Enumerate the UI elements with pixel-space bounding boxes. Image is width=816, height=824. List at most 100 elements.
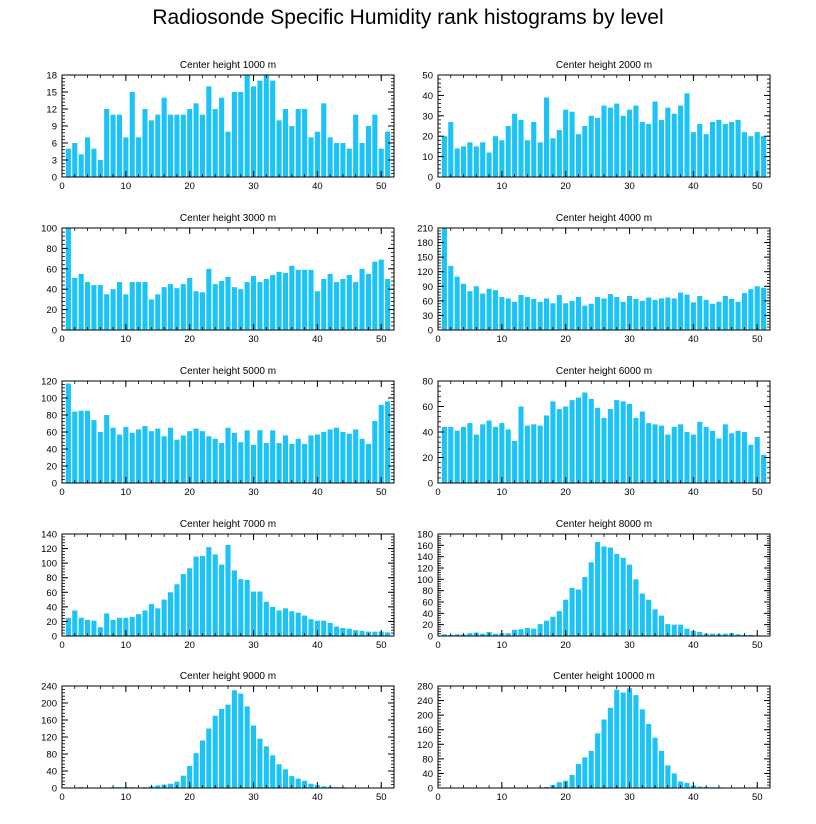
- histogram-bar: [518, 295, 524, 330]
- histogram-bar: [543, 786, 550, 788]
- y-tick-label: 100: [41, 394, 57, 405]
- histogram-bar: [97, 627, 103, 636]
- histogram-bar: [65, 228, 71, 330]
- histogram-bar: [65, 383, 71, 483]
- histogram-bar: [505, 298, 511, 330]
- histogram-bar: [505, 429, 511, 483]
- histogram-bar: [289, 265, 295, 330]
- y-tick-label: 0: [52, 173, 57, 184]
- histogram-bar: [193, 556, 199, 636]
- histogram-bar: [263, 746, 269, 788]
- histogram-bar: [65, 617, 71, 636]
- main-title: Radiosonde Specific Humidity rank histog…: [152, 6, 664, 29]
- histogram-bar: [72, 143, 78, 177]
- x-tick-label: 20: [560, 487, 571, 498]
- histogram-bar: [263, 75, 269, 177]
- x-tick-label: 40: [312, 334, 323, 345]
- histogram-bar: [302, 780, 308, 788]
- histogram-bar: [206, 436, 212, 483]
- histogram-bar: [282, 435, 289, 483]
- histogram-bar: [671, 426, 677, 483]
- x-tick-label: 30: [624, 792, 635, 803]
- histogram-bar: [136, 614, 142, 636]
- histogram-bar: [531, 298, 537, 330]
- y-tick-label: 100: [41, 224, 57, 235]
- histogram-bar: [187, 277, 193, 330]
- histogram-bar: [148, 603, 154, 636]
- histogram-bar: [671, 298, 677, 330]
- histogram-bar: [167, 284, 174, 330]
- histogram-bar: [123, 617, 129, 636]
- y-tick-label: 20: [46, 462, 57, 473]
- x-tick-label: 30: [248, 640, 259, 651]
- histogram-bar: [748, 136, 754, 177]
- histogram-bar: [270, 755, 276, 788]
- histogram-bar: [206, 268, 212, 330]
- y-tick-label: 100: [417, 575, 433, 586]
- y-tick-label: 10: [422, 152, 433, 163]
- histogram-bar: [543, 298, 550, 330]
- histogram-bar: [91, 420, 97, 483]
- x-tick-label: 30: [624, 334, 635, 345]
- histogram-bar: [257, 282, 263, 330]
- histogram-bar: [709, 303, 716, 330]
- y-tick-label: 80: [46, 244, 57, 255]
- x-tick-label: 10: [121, 487, 132, 498]
- histogram-bar: [537, 142, 543, 177]
- x-tick-label: 0: [435, 181, 440, 192]
- histogram-bar: [665, 765, 671, 788]
- histogram-bar: [460, 283, 467, 330]
- histogram-bar: [486, 420, 492, 483]
- histogram-bar: [244, 430, 250, 483]
- histogram-bar: [206, 86, 212, 177]
- panel-title: Center height 7000 m: [180, 519, 276, 530]
- histogram-bar: [161, 436, 167, 483]
- histogram-bar: [250, 444, 257, 483]
- histogram-bar: [678, 424, 684, 483]
- x-tick-label: 10: [497, 487, 508, 498]
- y-tick-label: 0: [52, 632, 57, 643]
- histogram-bar: [219, 564, 225, 636]
- histogram-bar: [333, 626, 340, 636]
- histogram-bar: [225, 544, 231, 636]
- x-tick-label: 0: [435, 792, 440, 803]
- histogram-bar: [620, 557, 626, 636]
- histogram-bar: [97, 432, 103, 483]
- histogram-bar: [333, 282, 340, 330]
- histogram-bar: [729, 298, 735, 330]
- chart-panel-2: Center height 3000 m 0 10 20 30 40 50 0 20 40 60 80…: [41, 213, 395, 345]
- histogram-bar: [174, 288, 180, 330]
- histogram-bar: [492, 633, 499, 636]
- histogram-bar: [690, 132, 696, 177]
- histogram-bar: [231, 92, 237, 177]
- histogram-bar: [614, 400, 620, 483]
- histogram-bar: [690, 302, 696, 330]
- y-tick-label: 60: [46, 428, 57, 439]
- histogram-bar: [385, 401, 391, 483]
- histogram-bar: [646, 599, 652, 636]
- y-tick-label: 60: [46, 588, 57, 599]
- histogram-bar: [741, 293, 748, 330]
- x-tick-label: 20: [184, 487, 195, 498]
- histogram-bar: [270, 274, 276, 330]
- histogram-bar: [321, 786, 327, 788]
- histogram-bar: [467, 633, 473, 636]
- histogram-bar: [91, 285, 97, 330]
- y-tick-label: 6: [52, 139, 57, 150]
- histogram-bar: [722, 123, 728, 177]
- histogram-bar: [633, 695, 639, 788]
- y-tick-label: 80: [46, 750, 57, 761]
- histogram-bar: [136, 282, 142, 330]
- histogram-bar: [276, 120, 282, 177]
- x-tick-label: 0: [59, 334, 64, 345]
- histogram-bar: [353, 429, 359, 483]
- histogram-bar: [136, 429, 142, 483]
- y-tick-label: 3: [52, 156, 57, 167]
- chart-panel-8: Center height 9000 m 0 10 20 30 40 50 0 40 80 120 1…: [41, 671, 395, 803]
- histogram-bar: [658, 298, 665, 330]
- x-tick-label: 40: [688, 487, 699, 498]
- histogram-bar: [308, 619, 314, 636]
- histogram-bar: [671, 773, 677, 788]
- histogram-bar: [365, 126, 372, 177]
- histogram-bar: [607, 294, 613, 330]
